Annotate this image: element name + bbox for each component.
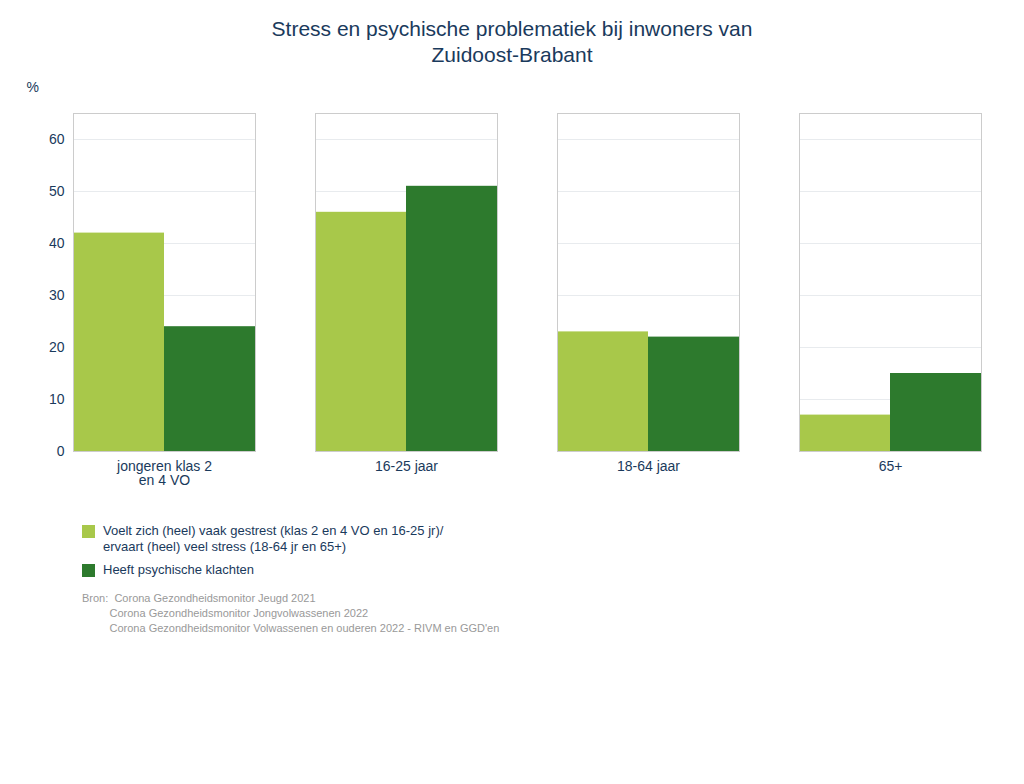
svg-text:40: 40: [49, 234, 65, 250]
html-text:Bron: Corona Gezondheidsmonito: Bron: Corona Gezondheidsmonitor Jeugd 20…: [82, 592, 500, 634]
html-text:Heeft psychische klachten: Heeft psychische klachten: [103, 562, 254, 578]
svg-text:60: 60: [49, 130, 65, 146]
html-text:Voelt zich (heel) vaak gestres: Voelt zich (heel) vaak gestrest (klas 2 …: [103, 522, 444, 555]
svg-text:20: 20: [49, 338, 65, 354]
svg-text:50: 50: [49, 182, 65, 198]
svg-text:30: 30: [49, 286, 65, 302]
html-text:Stress en psychische problemat: Stress en psychische problematiek bij in…: [271, 17, 753, 67]
svg-text:65+: 65+: [879, 458, 903, 474]
svg-text:16-25 jaar: 16-25 jaar: [375, 458, 438, 474]
svg-text:18-64 jaar: 18-64 jaar: [617, 458, 680, 474]
svg-text:0: 0: [57, 442, 65, 458]
svg-text:jongeren klas 2en 4 VO: jongeren klas 2en 4 VO: [116, 458, 212, 488]
svg-text:%: %: [27, 79, 39, 95]
svg-text:10: 10: [49, 390, 65, 406]
